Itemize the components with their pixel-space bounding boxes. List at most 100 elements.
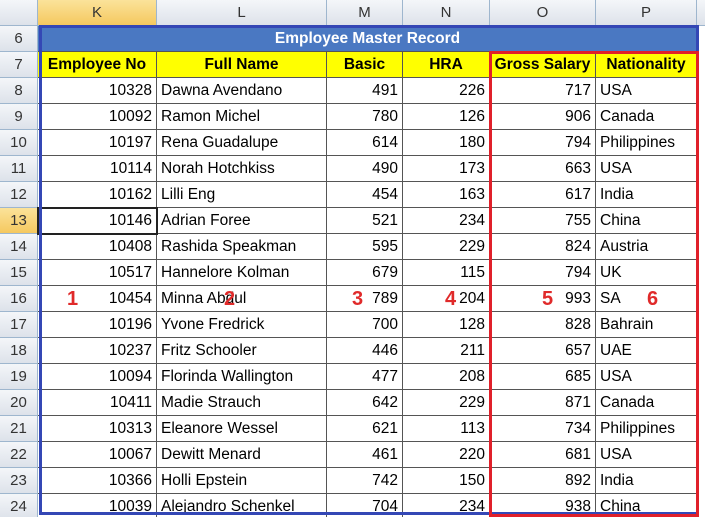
data-cell[interactable]: 10092 xyxy=(38,104,157,130)
data-cell[interactable]: USA xyxy=(596,156,697,182)
data-cell[interactable]: Florinda Wallington xyxy=(157,364,327,390)
data-cell[interactable]: Alejandro Schenkel xyxy=(157,494,327,517)
data-cell[interactable]: 521 xyxy=(327,208,403,234)
data-cell[interactable]: 742 xyxy=(327,468,403,494)
data-cell[interactable]: Philippines xyxy=(596,130,697,156)
column-header[interactable]: O xyxy=(490,0,596,26)
data-cell[interactable]: 128 xyxy=(403,312,490,338)
data-cell[interactable]: 10114 xyxy=(38,156,157,182)
data-cell[interactable]: 617 xyxy=(490,182,596,208)
data-cell[interactable]: 10197 xyxy=(38,130,157,156)
data-cell[interactable]: 234 xyxy=(403,208,490,234)
data-cell[interactable]: 10067 xyxy=(38,442,157,468)
row-header[interactable]: 11 xyxy=(0,156,38,182)
data-cell[interactable]: 10366 xyxy=(38,468,157,494)
data-cell[interactable]: Eleanore Wessel xyxy=(157,416,327,442)
data-cell[interactable]: 828 xyxy=(490,312,596,338)
row-header[interactable]: 14 xyxy=(0,234,38,260)
data-cell[interactable]: Minna Abdul xyxy=(157,286,327,312)
row-header[interactable]: 8 xyxy=(0,78,38,104)
data-cell[interactable]: 461 xyxy=(327,442,403,468)
row-header[interactable]: 17 xyxy=(0,312,38,338)
data-cell[interactable]: 150 xyxy=(403,468,490,494)
row-header[interactable]: 20 xyxy=(0,390,38,416)
data-cell[interactable]: Adrian Foree xyxy=(157,208,327,234)
data-cell[interactable]: 642 xyxy=(327,390,403,416)
data-cell[interactable]: 734 xyxy=(490,416,596,442)
data-cell[interactable]: 794 xyxy=(490,130,596,156)
data-cell[interactable]: Dawna Avendano xyxy=(157,78,327,104)
data-cell[interactable]: 681 xyxy=(490,442,596,468)
data-cell[interactable]: 685 xyxy=(490,364,596,390)
data-cell[interactable]: 10408 xyxy=(38,234,157,260)
data-cell[interactable]: 614 xyxy=(327,130,403,156)
data-cell[interactable]: Rena Guadalupe xyxy=(157,130,327,156)
data-cell[interactable]: Madie Strauch xyxy=(157,390,327,416)
row-header[interactable]: 24 xyxy=(0,494,38,517)
column-header[interactable]: N xyxy=(403,0,490,26)
selected-cell[interactable] xyxy=(37,207,158,235)
column-header[interactable]: L xyxy=(157,0,327,26)
data-cell[interactable]: Dewitt Menard xyxy=(157,442,327,468)
column-header[interactable]: P xyxy=(596,0,697,26)
data-cell[interactable]: Austria xyxy=(596,234,697,260)
data-cell[interactable]: Ramon Michel xyxy=(157,104,327,130)
data-cell[interactable]: 780 xyxy=(327,104,403,130)
data-cell[interactable]: China xyxy=(596,494,697,517)
data-cell[interactable]: Fritz Schooler xyxy=(157,338,327,364)
column-header[interactable]: M xyxy=(327,0,403,26)
data-cell[interactable]: 446 xyxy=(327,338,403,364)
data-cell[interactable]: 10411 xyxy=(38,390,157,416)
data-cell[interactable]: 491 xyxy=(327,78,403,104)
data-cell[interactable]: Canada xyxy=(596,104,697,130)
data-cell[interactable]: 10237 xyxy=(38,338,157,364)
data-cell[interactable]: 211 xyxy=(403,338,490,364)
row-header[interactable]: 23 xyxy=(0,468,38,494)
row-header[interactable]: 16 xyxy=(0,286,38,312)
data-cell[interactable]: 10328 xyxy=(38,78,157,104)
data-cell[interactable]: 663 xyxy=(490,156,596,182)
data-cell[interactable]: Holli Epstein xyxy=(157,468,327,494)
data-cell[interactable]: 10162 xyxy=(38,182,157,208)
row-header[interactable]: 13 xyxy=(0,208,38,234)
data-cell[interactable]: 163 xyxy=(403,182,490,208)
data-cell[interactable]: 234 xyxy=(403,494,490,517)
row-header[interactable]: 10 xyxy=(0,130,38,156)
data-cell[interactable]: Norah Hotchkiss xyxy=(157,156,327,182)
data-cell[interactable]: UAE xyxy=(596,338,697,364)
data-cell[interactable]: UK xyxy=(596,260,697,286)
data-cell[interactable]: 704 xyxy=(327,494,403,517)
data-cell[interactable]: 824 xyxy=(490,234,596,260)
data-cell[interactable]: 871 xyxy=(490,390,596,416)
data-cell[interactable]: 993 xyxy=(490,286,596,312)
data-cell[interactable]: 226 xyxy=(403,78,490,104)
data-cell[interactable]: 717 xyxy=(490,78,596,104)
data-cell[interactable]: 10517 xyxy=(38,260,157,286)
data-cell[interactable]: 700 xyxy=(327,312,403,338)
row-header[interactable]: 22 xyxy=(0,442,38,468)
data-cell[interactable]: 10454 xyxy=(38,286,157,312)
data-cell[interactable]: 180 xyxy=(403,130,490,156)
row-header[interactable]: 15 xyxy=(0,260,38,286)
data-cell[interactable]: 789 xyxy=(327,286,403,312)
row-header[interactable]: 19 xyxy=(0,364,38,390)
data-cell[interactable]: 173 xyxy=(403,156,490,182)
data-cell[interactable]: 657 xyxy=(490,338,596,364)
row-header[interactable]: 12 xyxy=(0,182,38,208)
data-cell[interactable]: 115 xyxy=(403,260,490,286)
column-header[interactable]: K xyxy=(38,0,157,26)
data-cell[interactable]: Bahrain xyxy=(596,312,697,338)
data-cell[interactable]: Hannelore Kolman xyxy=(157,260,327,286)
data-cell[interactable]: Rashida Speakman xyxy=(157,234,327,260)
data-cell[interactable]: 477 xyxy=(327,364,403,390)
data-cell[interactable]: 10313 xyxy=(38,416,157,442)
data-cell[interactable]: 454 xyxy=(327,182,403,208)
row-header[interactable]: 6 xyxy=(0,26,38,52)
data-cell[interactable]: 595 xyxy=(327,234,403,260)
data-cell[interactable]: 892 xyxy=(490,468,596,494)
data-cell[interactable]: 938 xyxy=(490,494,596,517)
data-cell[interactable]: 621 xyxy=(327,416,403,442)
data-cell[interactable]: China xyxy=(596,208,697,234)
row-header[interactable]: 9 xyxy=(0,104,38,130)
data-cell[interactable]: Yvone Fredrick xyxy=(157,312,327,338)
